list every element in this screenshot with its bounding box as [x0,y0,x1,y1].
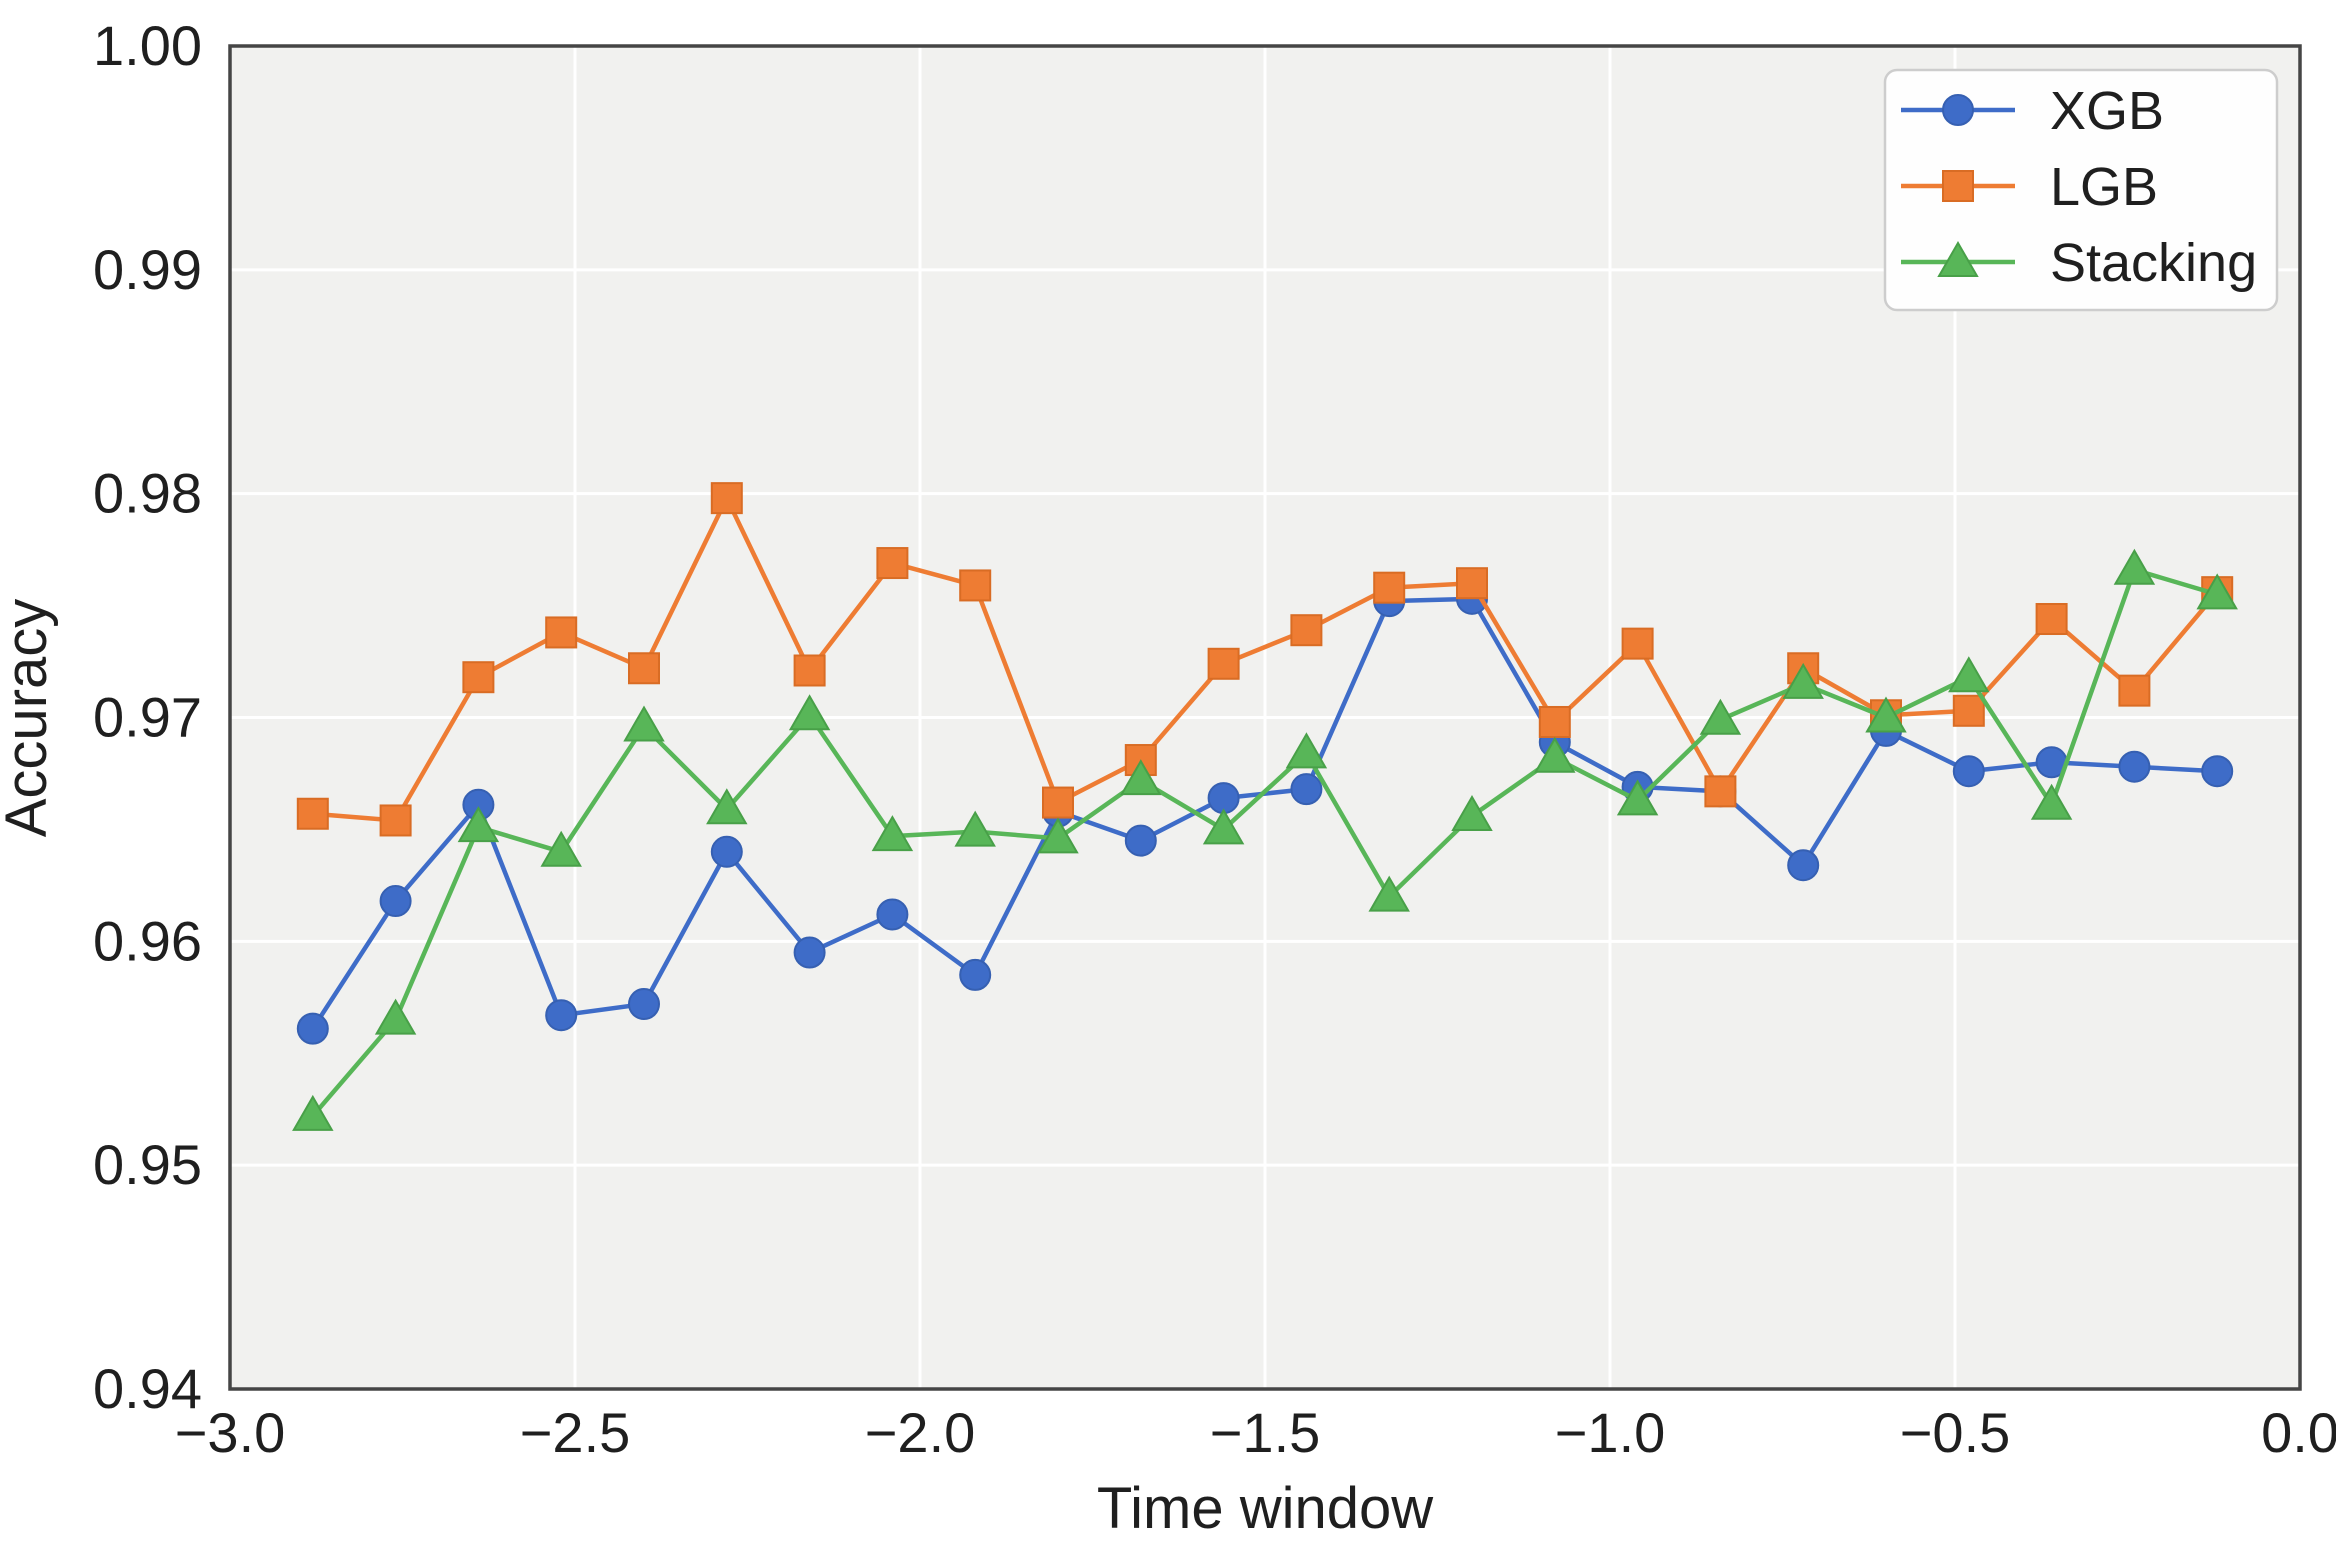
x-tick-label: −2.0 [865,1401,976,1464]
y-tick-label: 0.95 [93,1133,202,1196]
x-axis-label: Time window [1097,1476,1434,1541]
series-stacking-line [310,567,2220,1119]
series-stacking [292,548,2238,1131]
series-xgb-marker [1787,849,1820,882]
legend-label-lgb: LGB [2050,157,2158,217]
series-lgb-marker [1373,571,1406,604]
series-stacking-marker [457,806,500,843]
series-lgb-marker [1952,694,1985,727]
y-tick-label: 0.98 [93,462,202,525]
series-lgb-marker [379,804,412,837]
series-stacking-marker [1368,875,1410,912]
series-stacking-marker [2196,573,2238,610]
series-xgb-marker [628,988,660,1021]
series-stacking-marker [1616,779,1659,816]
series-lgb-marker [545,616,578,649]
series-xgb-marker [2201,755,2234,788]
series-xgb-marker [959,958,992,991]
y-axis-label: Accuracy [0,599,59,838]
series-stacking-marker [292,1094,334,1131]
series-lgb-marker [296,797,329,830]
series-stacking-marker [1202,808,1245,845]
legend: XGB LGB Stacking [1883,68,2279,312]
series-xgb-marker [1290,773,1323,806]
plot-border [228,44,2302,1391]
series-stacking-marker [1699,698,1742,735]
series-stacking-marker [706,788,748,825]
series-stacking-marker [1534,736,1576,773]
x-tick-label: 0.0 [2261,1401,2336,1464]
series-stacking-marker [2030,783,2073,820]
y-tick-label: 0.99 [93,238,202,301]
series-stacking-marker [1120,759,1162,796]
series-lgb-marker [1538,705,1571,738]
legend-marker-stacking [1937,240,1979,277]
series-stacking-marker [1285,732,1328,769]
legend-item-xgb: XGB [1901,81,2164,141]
series-stacking-marker [374,998,417,1035]
series-lgb-marker [1290,614,1323,647]
series-xgb-marker [793,936,826,969]
x-tick-label: −1.0 [1555,1401,1666,1464]
series-xgb-marker [2118,750,2151,783]
series-lgb-marker [2118,674,2151,707]
series-xgb-marker [379,885,412,918]
legend-item-stacking: Stacking [1901,233,2257,293]
legend-marker-xgb [1942,94,1974,126]
x-tick-label: −1.5 [1210,1401,1321,1464]
series-lgb-marker [1456,567,1488,600]
series-xgb-marker [296,1012,329,1045]
axes-spines [228,44,2302,1391]
series-stacking-marker [871,815,914,852]
y-tick-label: 0.97 [93,686,202,749]
legend-label-stacking: Stacking [2050,233,2257,293]
series-stacking-marker [1037,817,1079,854]
y-tick-label: 1.00 [93,14,202,77]
series-stacking-marker [1782,662,1824,699]
y-tick-label: 0.96 [93,909,202,972]
series-xgb-marker [545,999,578,1032]
series-lgb-marker [1621,627,1654,660]
x-tick-label: −2.5 [520,1401,631,1464]
series-lgb [296,482,2234,837]
series-stacking-marker [954,810,996,847]
x-tick-label: −0.5 [1900,1401,2011,1464]
legend-item-lgb: LGB [1901,157,2158,217]
series-lgb-marker [876,547,909,580]
series-stacking-marker [788,694,831,731]
tick-labels: −3.0 −2.5 −2.0 −1.5 −1.0 −0.5 0.0 0.94 0.95 0.96 0… [93,14,2336,1464]
series-xgb-marker [710,835,743,868]
series-stacking-marker [2113,548,2156,585]
legend-marker-lgb [1942,170,1974,202]
x-tick-label: −3.0 [175,1401,286,1464]
series-lgb-marker [1207,647,1240,680]
series-stacking-marker [540,830,582,867]
series-lgb-marker [462,661,495,694]
series-stacking-marker [1865,696,1907,733]
series-xgb-marker [1124,824,1157,857]
series-lgb-marker [628,652,660,685]
series-lgb-marker [2035,603,2068,636]
series-stacking-marker [1948,656,1990,693]
series-lgb-marker [959,569,992,602]
series-lgb-marker [793,654,826,687]
series-lgb-marker [1704,775,1737,808]
series-lgb-marker [710,482,743,515]
series-xgb-marker [1952,755,1985,788]
y-tick-label: 0.94 [93,1357,202,1420]
series-stacking-marker [623,705,665,742]
series-xgb-marker [876,898,909,931]
legend-label-xgb: XGB [2050,81,2164,141]
series-lgb-marker [1042,786,1074,819]
legend-box [1883,68,2279,312]
series-group [292,482,2238,1131]
series-stacking-marker [1451,794,1493,831]
